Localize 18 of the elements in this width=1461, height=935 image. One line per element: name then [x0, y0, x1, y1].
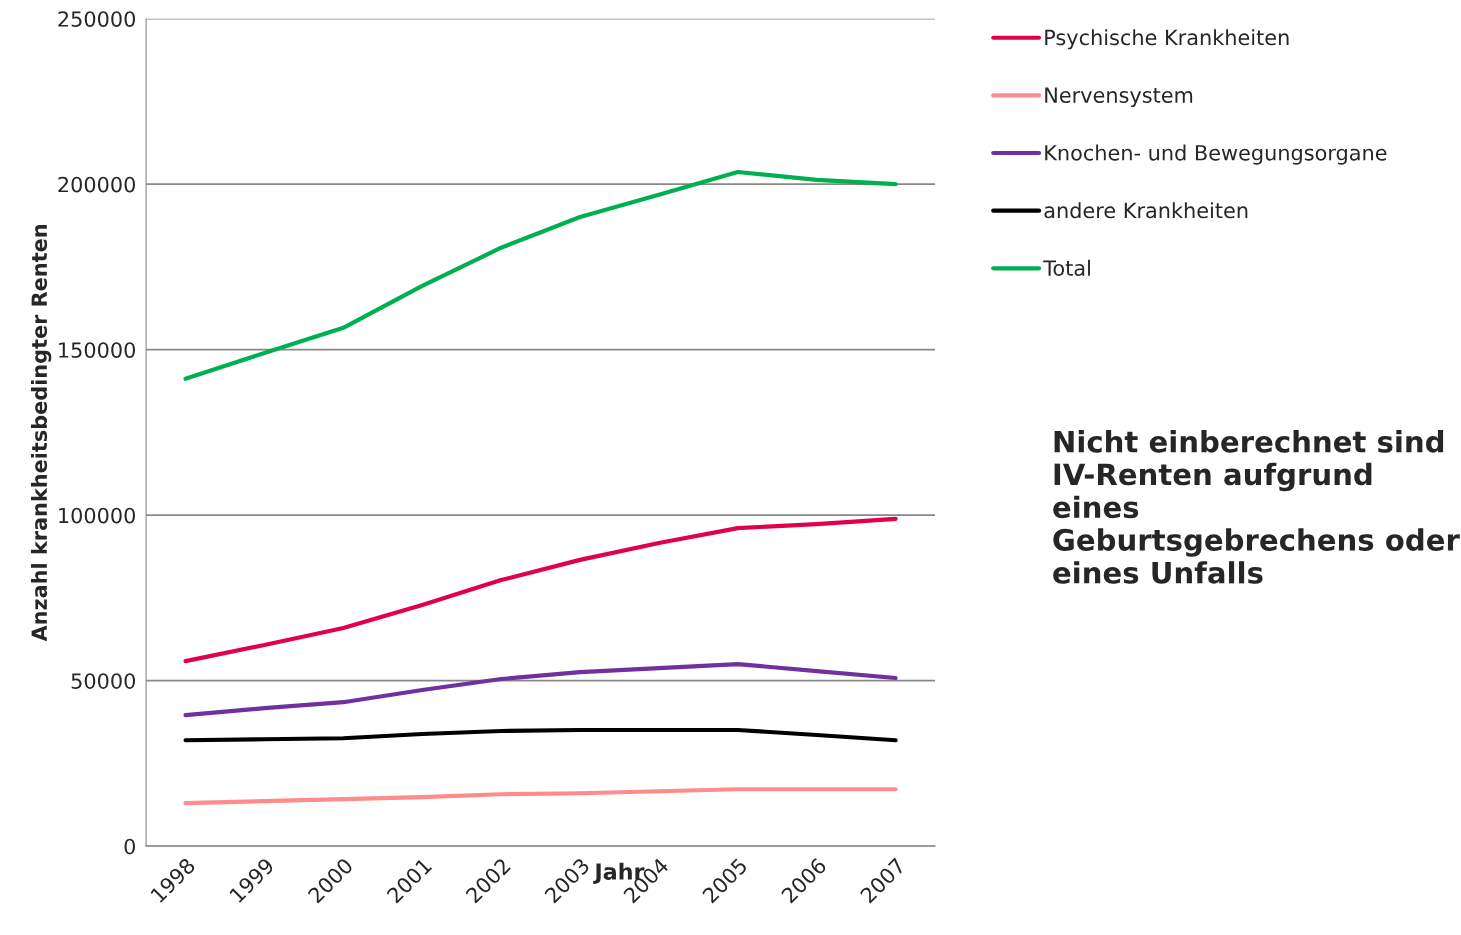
legend-label: Knochen- und Bewegungsorgane — [1045, 144, 1387, 165]
y-tick-label: 200000 — [58, 176, 135, 193]
legend-label: Psychische Krankheiten — [1045, 29, 1289, 50]
line-series — [183, 516, 898, 664]
line-series — [183, 727, 898, 743]
y-tick-label: 150000 — [59, 342, 135, 358]
line-series — [183, 662, 898, 718]
line-series — [183, 169, 898, 381]
y-tick-label: 0 — [124, 838, 135, 855]
legend-label: andere Krankheiten — [1044, 202, 1248, 219]
line-series — [183, 787, 898, 806]
legend-label: Total — [1043, 259, 1090, 276]
y-tick-label: 50000 — [71, 673, 135, 689]
y-axis-title: Anzahl krankheitsbedingter Renten — [30, 225, 52, 642]
legend-label: Nervensystem — [1045, 87, 1193, 107]
y-tick-label: 100000 — [59, 507, 135, 524]
text: Nicht einberechnet sind IV-Renten aufgrund eines Geburtsgebrechens oder eines Unfalls — [1053, 430, 1460, 584]
y-tick-label: 250000 — [58, 11, 135, 27]
